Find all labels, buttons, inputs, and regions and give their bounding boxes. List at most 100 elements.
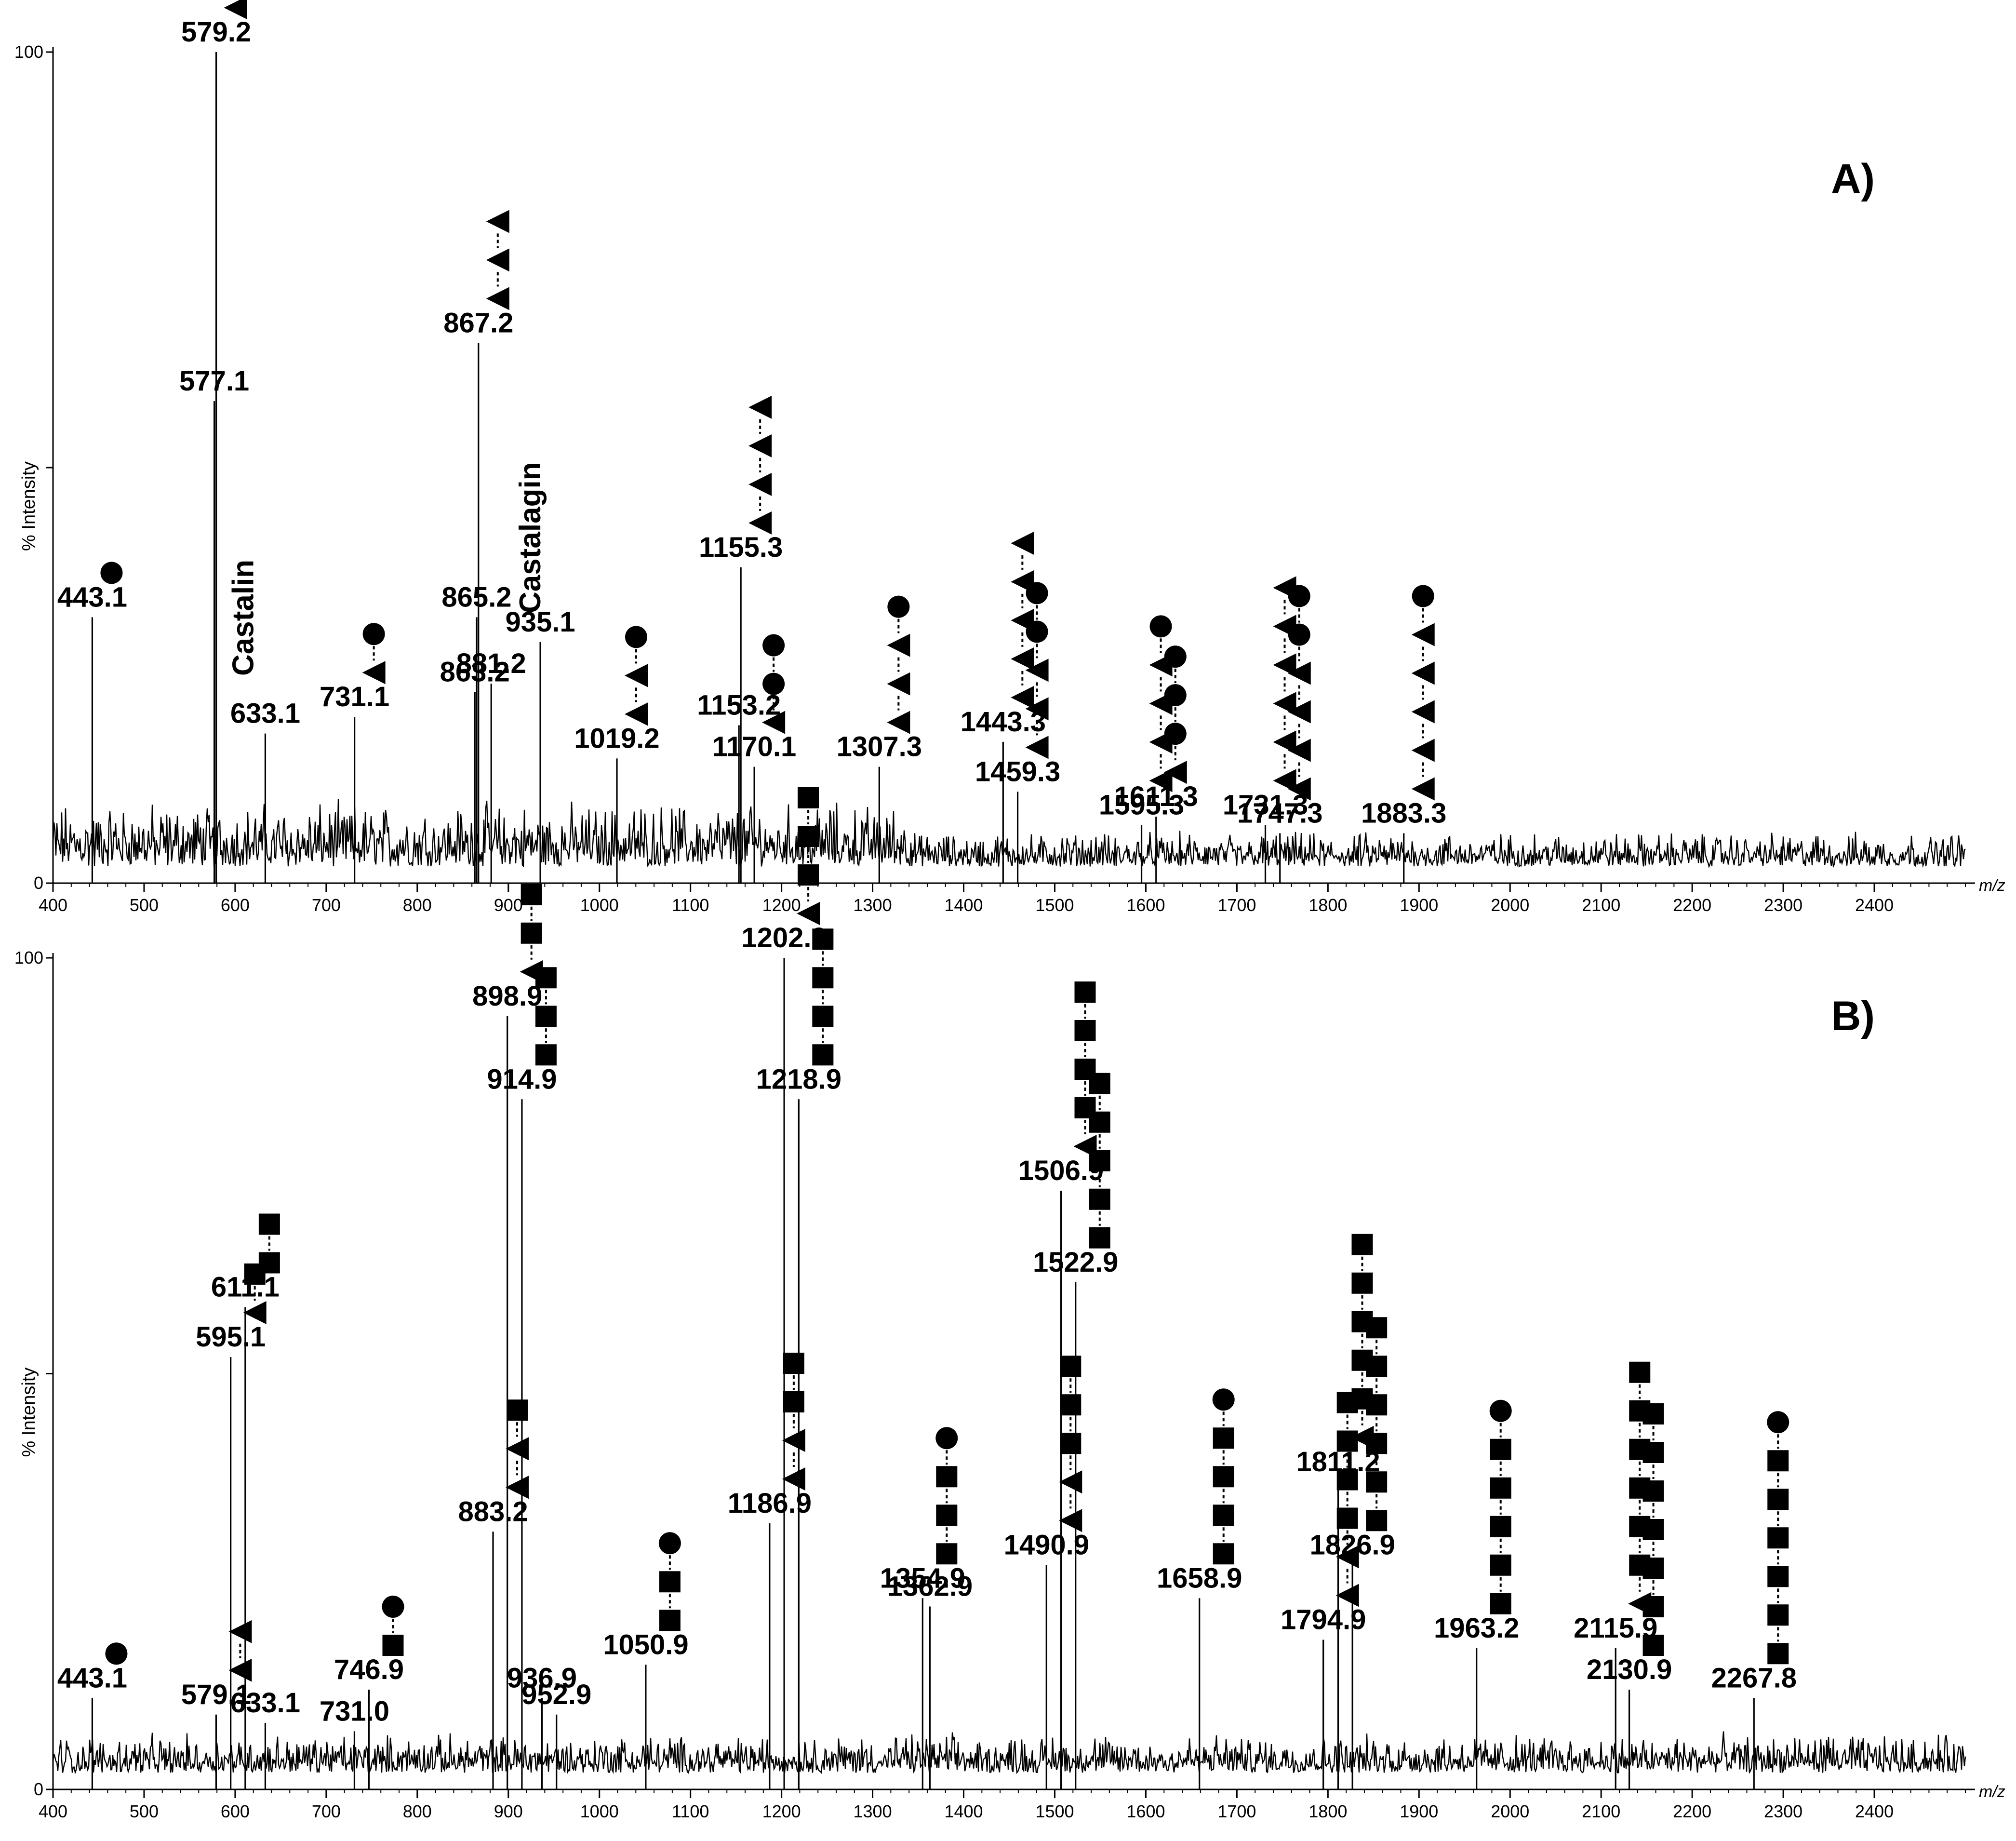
x-tick-label: 900: [494, 1801, 523, 1821]
x-tick-label: 2300: [1764, 1801, 1802, 1821]
x-tick-label: 1100: [672, 895, 709, 915]
peak-label: 1153.2: [697, 689, 781, 721]
square-symbol-icon: [1490, 1516, 1511, 1537]
x-tick-label: 1500: [1035, 895, 1074, 915]
square-symbol-icon: [1060, 1433, 1081, 1454]
x-tick-label: 1200: [762, 895, 801, 915]
x-tick-label: 1400: [944, 1801, 983, 1821]
x-tick-label: 2100: [1582, 895, 1620, 915]
square-symbol-icon: [521, 922, 542, 944]
peak-label: 1611.3: [1114, 781, 1198, 812]
x-tick-label: 1100: [672, 1801, 709, 1821]
triangle-symbol-icon: [1163, 761, 1187, 784]
square-symbol-icon: [1213, 1466, 1234, 1488]
x-tick-label: 2400: [1855, 1801, 1894, 1821]
square-symbol-icon: [1642, 1635, 1664, 1656]
triangle-symbol-icon: [624, 702, 648, 726]
circle-symbol-icon: [762, 672, 785, 695]
peak-label: 1362.9: [887, 1571, 973, 1602]
triangle-symbol-icon: [1273, 730, 1296, 754]
peak-label: 1794.9: [1281, 1604, 1366, 1636]
peak-label: 1050.9: [603, 1629, 688, 1660]
circle-symbol-icon: [1026, 620, 1048, 643]
peak-label: 1459.3: [975, 756, 1060, 787]
circle-symbol-icon: [105, 1642, 128, 1665]
x-tick-label: 1800: [1308, 895, 1347, 915]
x-tick-label: 2200: [1673, 1801, 1711, 1821]
x-tick-label: 1900: [1400, 895, 1438, 915]
square-symbol-icon: [1366, 1356, 1388, 1377]
peak-label: 1658.9: [1157, 1562, 1242, 1594]
spectrum-panel-b: 400 500 600 700 800 900 1000 1100 1200 1300 1400 15…: [14, 787, 2005, 1821]
peak-label: 731.0: [320, 1695, 389, 1727]
circle-symbol-icon: [1767, 1411, 1789, 1434]
square-symbol-icon: [1490, 1438, 1511, 1460]
triangle-symbol-icon: [228, 1658, 252, 1682]
peak-label: 633.1: [230, 698, 300, 729]
square-symbol-icon: [1074, 1020, 1096, 1041]
square-symbol-icon: [535, 967, 557, 989]
triangle-symbol-icon: [1059, 1509, 1082, 1532]
peak-label: 1170.1: [712, 731, 796, 763]
peak-label: 935.1: [506, 606, 575, 638]
x-tick-label: 500: [130, 1801, 159, 1821]
peak-label: 746.9: [334, 1654, 404, 1685]
peak-label: 1019.2: [574, 723, 659, 754]
square-symbol-icon: [783, 1353, 804, 1374]
square-symbol-icon: [1089, 1111, 1110, 1133]
square-symbol-icon: [382, 1635, 404, 1656]
square-symbol-icon: [1366, 1471, 1388, 1493]
spectrum-panel-a: 400 500 600 700 800 900 1000 1100 1200 1300 1400 15…: [14, 0, 2005, 915]
peak-label: 883.2: [458, 1496, 528, 1527]
square-symbol-icon: [812, 1044, 834, 1066]
square-symbol-icon: [1060, 1356, 1081, 1377]
circle-symbol-icon: [935, 1427, 958, 1450]
x-tick-label: 800: [403, 895, 432, 915]
triangle-symbol-icon: [1025, 697, 1049, 721]
triangle-symbol-icon: [224, 0, 247, 19]
peak-label: 865.2: [441, 581, 511, 613]
y-tick-label: 0: [34, 873, 43, 893]
peak-label: 1218.9: [756, 1063, 841, 1095]
x-tick-label: 400: [39, 895, 67, 915]
peak-label: 2267.8: [1711, 1662, 1797, 1693]
circle-symbol-icon: [1164, 723, 1187, 745]
square-symbol-icon: [1089, 1073, 1110, 1094]
peak-label: 936.9: [507, 1662, 577, 1693]
triangle-symbol-icon: [1149, 769, 1173, 793]
panel-label: A): [1831, 156, 1875, 202]
peak-label: 1354.9: [880, 1562, 965, 1594]
x-tick-label: 2400: [1855, 895, 1894, 915]
peak-label: 579.1: [181, 1679, 251, 1710]
square-symbol-icon: [1213, 1427, 1234, 1449]
circle-symbol-icon: [887, 595, 910, 618]
x-tick-label: 2200: [1673, 895, 1711, 915]
triangle-symbol-icon: [1287, 777, 1311, 801]
circle-symbol-icon: [762, 634, 785, 657]
square-symbol-icon: [507, 1399, 528, 1421]
square-symbol-icon: [1366, 1433, 1388, 1454]
triangle-symbol-icon: [748, 434, 772, 457]
peak-label: 1747.3: [1237, 798, 1322, 829]
triangle-symbol-icon: [1059, 1470, 1082, 1494]
peak-label: 867.2: [443, 307, 513, 338]
peak-label: 1307.3: [837, 731, 922, 763]
triangle-symbol-icon: [748, 395, 772, 419]
square-symbol-icon: [535, 1044, 557, 1066]
triangle-symbol-icon: [887, 633, 910, 657]
x-axis-label: m/z: [1979, 1783, 2005, 1801]
peak-label: 1883.3: [1361, 798, 1446, 829]
peak-label: 611.1: [211, 1272, 280, 1303]
triangle-symbol-icon: [1011, 685, 1034, 709]
square-symbol-icon: [798, 787, 819, 808]
triangle-symbol-icon: [486, 248, 509, 272]
x-tick-label: 1200: [762, 1801, 801, 1821]
triangle-symbol-icon: [887, 711, 910, 734]
peak-label: 577.1: [179, 365, 249, 397]
panel-label: B): [1831, 993, 1875, 1039]
x-tick-label: 1700: [1217, 895, 1256, 915]
x-tick-label: 800: [403, 1801, 432, 1821]
square-symbol-icon: [812, 1006, 834, 1027]
square-symbol-icon: [258, 1213, 280, 1235]
square-symbol-icon: [1351, 1234, 1373, 1255]
